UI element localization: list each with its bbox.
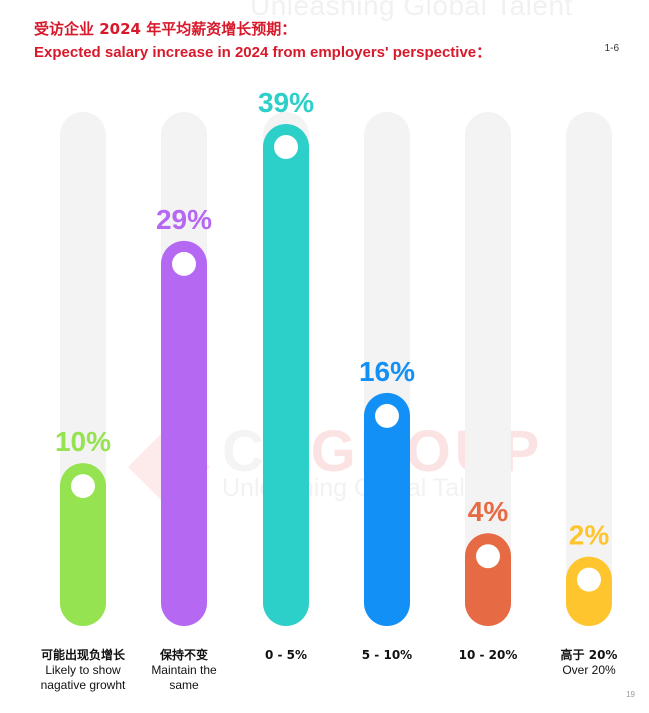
- data-label: 2%: [569, 520, 610, 551]
- x-tick-label-en: Maintain the same: [151, 663, 217, 692]
- page-title-zh: 受访企业 2024 年平均薪资增长预期：: [34, 20, 297, 38]
- x-tick-label: 高于 20% Over 20%: [534, 648, 644, 678]
- page-number: 19: [626, 690, 635, 699]
- bar: [364, 392, 410, 626]
- bar-cap-dot: [172, 251, 196, 276]
- x-tick-label-en: Likely to show nagative growht: [40, 663, 126, 692]
- data-label: 4%: [468, 496, 509, 527]
- data-label: 16%: [359, 356, 415, 387]
- bar-cap-dot: [274, 135, 298, 159]
- data-label: 10%: [55, 426, 111, 457]
- bar-cap-dot: [577, 567, 601, 592]
- x-tick-label: 10 - 20%: [433, 648, 543, 663]
- x-tick-label: 保持不变 Maintain the same: [129, 648, 239, 693]
- bar-track: [566, 112, 612, 626]
- bar: [263, 124, 309, 626]
- x-tick-label-zh: 高于 20%: [560, 648, 618, 662]
- bar-cap-dot: [375, 403, 399, 428]
- bar-track: [465, 112, 511, 626]
- x-tick-label: 可能出现负增长 Likely to show nagative growht: [28, 648, 138, 693]
- x-tick-label-en: Over 20%: [562, 663, 616, 677]
- figure-code: 1-6: [604, 43, 619, 54]
- x-tick-label-zh: 保持不变: [159, 648, 208, 662]
- bar-cap-dot: [71, 474, 95, 499]
- watermark-brand-a: C: [222, 419, 268, 484]
- x-tick-label-zh: 可能出现负增长: [40, 648, 125, 662]
- page-title-en: Expected salary increase in 2024 from em…: [34, 44, 492, 61]
- x-tick-label: 5 - 10%: [332, 648, 442, 663]
- bar: [60, 463, 106, 626]
- x-tick-label-zh: 10 - 20%: [458, 648, 518, 662]
- x-tick-label-zh: 0 - 5%: [264, 648, 308, 662]
- data-label: 39%: [258, 87, 314, 118]
- data-label: 29%: [156, 204, 212, 235]
- bar: [161, 240, 207, 626]
- x-tick-label: 0 - 5%: [231, 648, 341, 663]
- watermark-top-tagline: Unleashing Global Talent: [250, 0, 573, 21]
- bar-cap-dot: [476, 544, 500, 569]
- x-tick-label-zh: 5 - 10%: [361, 648, 413, 662]
